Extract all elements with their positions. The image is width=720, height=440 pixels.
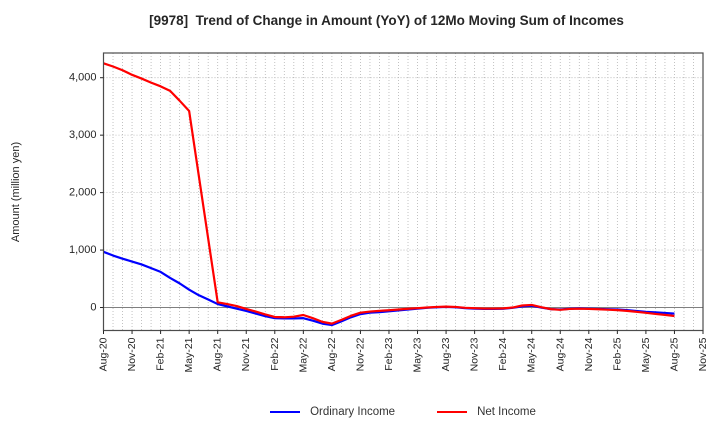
- x-tick-label: Aug-23: [440, 337, 452, 371]
- x-tick-label: Aug-25: [668, 337, 680, 371]
- y-tick-label: 4,000: [69, 72, 97, 84]
- series-lines: [103, 62, 675, 327]
- x-tick-label: Aug-22: [326, 337, 338, 371]
- x-tick-label: May-25: [640, 337, 652, 372]
- legend-item-net-income: Net Income: [437, 406, 536, 418]
- x-tick-label: Nov-21: [240, 337, 252, 371]
- series-line-net-income: [103, 62, 675, 325]
- ordinary-income-line-swatch: [270, 410, 301, 414]
- x-tick-label: Aug-24: [554, 337, 566, 371]
- plot-border: [102, 52, 704, 332]
- x-tick-label: Nov-22: [354, 337, 366, 371]
- x-axis-labels: Aug-20 Nov-20 Feb-21 May-21 Aug-21 Nov-21 Feb-…: [98, 330, 709, 373]
- x-tick-label: Nov-23: [469, 337, 481, 371]
- x-tick-label: Nov-20: [126, 337, 138, 371]
- x-tick-label: Feb-23: [383, 337, 395, 370]
- y-axis-labels: 0 1,000 2,000 3,000 4,000: [69, 72, 104, 314]
- x-tick-label: May-21: [183, 337, 195, 372]
- x-tick-label: Aug-20: [98, 337, 110, 371]
- chart-legend: Ordinary Income Net Income: [103, 406, 703, 418]
- x-tick-label: Feb-25: [611, 337, 623, 370]
- legend-label: Net Income: [477, 406, 536, 418]
- x-tick-label: Aug-21: [212, 337, 224, 371]
- gridlines: [103, 53, 704, 331]
- net-income-line-swatch: [437, 410, 468, 414]
- y-tick-label: 0: [90, 302, 96, 314]
- legend-item-ordinary-income: Ordinary Income: [270, 406, 395, 418]
- x-tick-label: Nov-25: [697, 337, 709, 371]
- y-tick-label: 3,000: [69, 129, 97, 141]
- legend-label: Ordinary Income: [310, 406, 396, 418]
- y-tick-label: 2,000: [69, 187, 97, 199]
- y-tick-label: 1,000: [69, 244, 97, 256]
- chart-title: [9978] Trend of Change in Amount (YoY) o…: [149, 13, 624, 28]
- x-tick-label: May-22: [297, 337, 309, 372]
- x-tick-label: Feb-21: [155, 337, 167, 370]
- x-tick-label: Nov-24: [583, 337, 595, 371]
- x-tick-label: Feb-24: [497, 337, 509, 370]
- x-tick-label: May-24: [526, 337, 538, 372]
- x-tick-label: May-23: [412, 337, 424, 372]
- x-tick-label: Feb-22: [269, 337, 281, 370]
